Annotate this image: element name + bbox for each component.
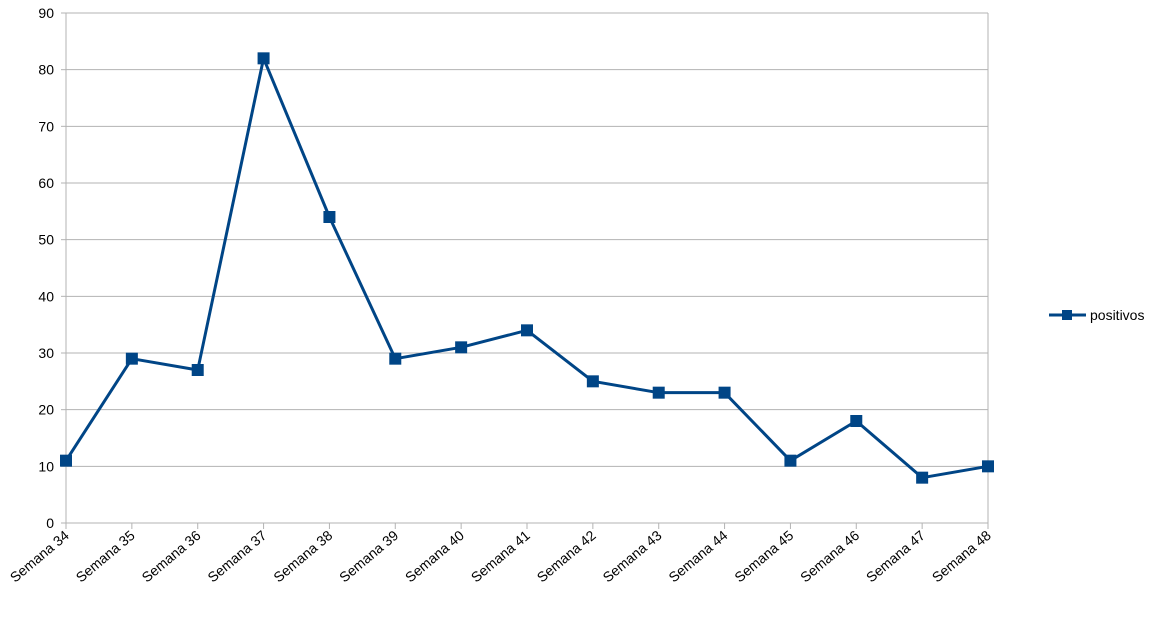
data-point-marker (257, 52, 270, 65)
x-tick-label: Semana 43 (600, 527, 665, 585)
y-tick-label: 10 (38, 458, 54, 474)
y-tick-label: 30 (38, 345, 54, 361)
series-line-positivos (64, 56, 989, 480)
x-tick-label: Semana 45 (731, 527, 796, 585)
data-point-marker (125, 352, 138, 365)
x-tick-label: Semana 34 (7, 527, 72, 585)
data-point-marker (850, 415, 863, 427)
data-point-marker (916, 471, 929, 484)
legend: positivos (1049, 307, 1144, 323)
legend-marker-swatch (1062, 310, 1072, 320)
x-tick-label: Semana 44 (665, 527, 730, 585)
x-tick-label: Semana 41 (468, 527, 533, 585)
x-tick-label: Semana 42 (534, 527, 599, 585)
data-point-marker (982, 460, 994, 473)
x-tick-label: Semana 37 (204, 527, 269, 585)
data-point-marker (191, 364, 204, 376)
x-tick-label: Semana 36 (139, 527, 204, 585)
x-axis-tick-labels: Semana 34 Semana 35 Semana 36 Semana 37 Sema… (7, 527, 994, 585)
y-tick-label: 90 (38, 5, 54, 21)
series-layer (60, 52, 994, 484)
y-axis-tick-labels: 0 10 20 30 40 50 60 70 80 90 (38, 5, 54, 531)
data-point-marker (586, 375, 599, 388)
data-point-marker (323, 211, 336, 223)
x-tick-label: Semana 35 (73, 527, 138, 585)
x-tick-label: Semana 47 (863, 527, 928, 585)
y-tick-label: 0 (46, 515, 54, 531)
x-tick-label: Semana 48 (929, 527, 994, 585)
data-point-marker (784, 454, 797, 467)
data-point-marker (718, 386, 731, 399)
x-tick-label: Semana 40 (402, 527, 467, 585)
y-tick-label: 20 (38, 402, 54, 418)
data-point-marker (521, 324, 533, 337)
gridlines (66, 12, 988, 467)
axes (61, 12, 989, 529)
y-tick-label: 60 (38, 175, 54, 191)
data-point-marker (652, 386, 665, 399)
y-tick-label: 50 (38, 232, 54, 248)
y-tick-label: 40 (38, 288, 54, 304)
y-tick-label: 70 (38, 118, 54, 134)
x-tick-label: Semana 38 (270, 527, 335, 585)
legend-label-positivos: positivos (1090, 307, 1144, 323)
x-tick-label: Semana 39 (336, 527, 401, 585)
data-point-marker (455, 341, 468, 354)
data-point-marker (60, 454, 72, 467)
data-point-marker (389, 352, 402, 365)
x-tick-label: Semana 46 (797, 527, 862, 585)
y-tick-label: 80 (38, 62, 54, 78)
